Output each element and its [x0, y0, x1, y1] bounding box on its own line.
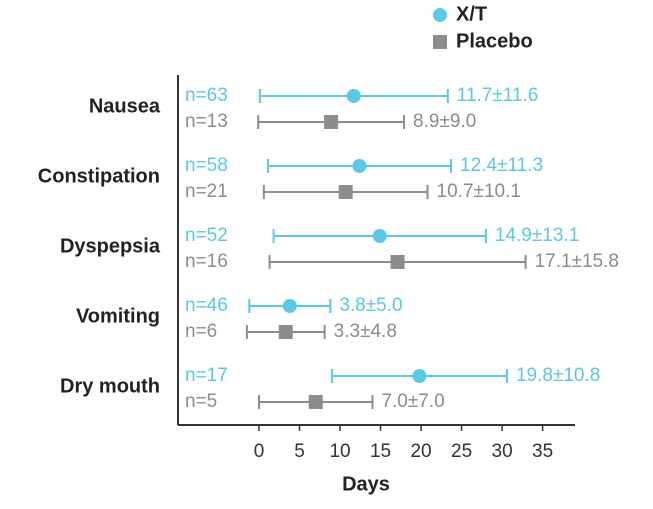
x-tick-label: 10 [329, 441, 350, 462]
point [372, 229, 387, 243]
n-label: n=46 [185, 295, 228, 316]
x-tick-label: 0 [254, 441, 265, 462]
n-label: n=63 [185, 85, 228, 106]
n-label: n=13 [185, 111, 228, 132]
n-label: n=21 [185, 181, 228, 202]
x-tick-label: 35 [532, 441, 553, 462]
point [338, 185, 353, 199]
category-label: Vomiting [76, 305, 160, 327]
value-label: 3.3±4.8 [334, 321, 397, 342]
x-axis-label: Days [342, 473, 390, 495]
n-label: n=52 [185, 225, 228, 246]
legend-marker [433, 35, 447, 49]
category-label: Dry mouth [60, 375, 160, 397]
x-tick-label: 20 [410, 441, 431, 462]
x-tick-label: 30 [492, 441, 513, 462]
value-label: 12.4±11.3 [460, 155, 543, 176]
point [278, 325, 293, 339]
point [282, 299, 297, 313]
point [390, 255, 405, 269]
point [308, 395, 323, 409]
category-label: Nausea [89, 95, 161, 117]
value-label: 19.8±10.8 [516, 365, 600, 386]
point [352, 159, 367, 173]
point [346, 89, 361, 103]
n-label: n=16 [185, 251, 228, 272]
value-label: 14.9±13.1 [495, 225, 579, 246]
value-label: 8.9±9.0 [413, 111, 476, 132]
point [412, 369, 427, 383]
value-label: 11.7±11.6 [457, 85, 539, 106]
value-label: 17.1±15.8 [535, 251, 619, 272]
n-label: n=5 [185, 391, 217, 412]
x-tick-label: 5 [294, 441, 305, 462]
x-tick-label: 25 [451, 441, 472, 462]
legend-label: X/T [456, 3, 487, 25]
point [324, 115, 339, 129]
value-label: 3.8±5.0 [339, 295, 402, 316]
legend-marker [433, 8, 447, 22]
n-label: n=58 [185, 155, 228, 176]
n-label: n=17 [185, 365, 228, 386]
legend-label: Placebo [456, 30, 533, 52]
x-tick-label: 15 [370, 441, 391, 462]
value-label: 7.0±7.0 [381, 391, 444, 412]
category-label: Constipation [38, 165, 160, 187]
value-label: 10.7±10.1 [437, 181, 521, 202]
n-label: n=6 [185, 321, 217, 342]
category-label: Dyspepsia [60, 235, 161, 257]
